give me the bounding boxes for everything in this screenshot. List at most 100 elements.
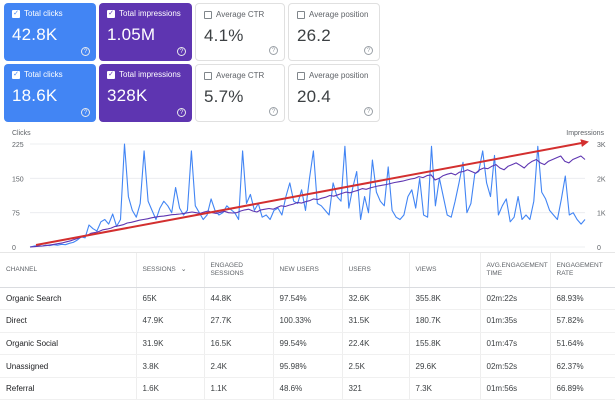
table-cell: 3.8K xyxy=(136,354,205,378)
table-cell: Organic Search xyxy=(0,287,137,311)
total-clicks-card[interactable]: ✓ Total clicks 18.6K ? xyxy=(4,64,96,122)
table-cell: 51.64% xyxy=(550,332,615,356)
average-position-card[interactable]: Average position 26.2 ? xyxy=(288,3,380,61)
total-impressions-card[interactable]: ✓ Total impressions 1.05M ? xyxy=(99,3,192,61)
card-value: 1.05M xyxy=(107,25,156,44)
average-ctr-card[interactable]: Average CTR 4.1% ? xyxy=(195,3,285,61)
table-cell: 16.5K xyxy=(204,332,274,356)
total-impressions-card[interactable]: ✓ Total impressions 328K ? xyxy=(99,64,192,122)
card-label: Total clicks xyxy=(24,70,63,79)
card-label: Average CTR xyxy=(216,10,265,19)
check-icon[interactable]: ✓ xyxy=(12,9,20,18)
checkbox-icon[interactable] xyxy=(297,10,305,19)
card-label: Total clicks xyxy=(24,9,63,18)
channel-table: CHANNEL SESSIONS ⌄ ENGAGED SESSIONS NEW U… xyxy=(0,252,615,400)
table-cell: Referral xyxy=(0,377,137,400)
checkbox-icon[interactable] xyxy=(204,71,212,80)
table-cell: 22.4K xyxy=(342,332,410,356)
card-value: 20.4 xyxy=(297,87,331,106)
table-header-row: CHANNEL SESSIONS ⌄ ENGAGED SESSIONS NEW U… xyxy=(0,253,615,288)
impressions-series-line xyxy=(29,155,586,248)
table-cell: 321 xyxy=(342,377,410,400)
question-circle-icon[interactable]: ? xyxy=(269,107,278,116)
card-value: 42.8K xyxy=(12,25,58,44)
table-row[interactable]: Referral 1.6K 1.1K 48.6% 321 7.3K 01m:56… xyxy=(0,377,615,400)
left-tick-label: 225 xyxy=(12,142,24,149)
table-cell: Unassigned xyxy=(0,354,137,378)
column-header-engaged-sessions[interactable]: ENGAGED SESSIONS xyxy=(204,253,274,288)
table-cell: 7.3K xyxy=(409,377,481,400)
table-row[interactable]: Direct 47.9K 27.7K 100.33% 31.5K 180.7K … xyxy=(0,309,615,333)
card-label: Total impressions xyxy=(119,9,181,18)
column-header-views[interactable]: VIEWS xyxy=(409,253,481,288)
question-circle-icon[interactable]: ? xyxy=(81,47,90,56)
card-value: 18.6K xyxy=(12,86,58,105)
table-row[interactable]: Unassigned 3.8K 2.4K 95.98% 2.5K 29.6K 0… xyxy=(0,354,615,378)
table-row[interactable]: Organic Search 65K 44.8K 97.54% 32.6K 35… xyxy=(0,287,615,311)
table-cell: 32.6K xyxy=(342,287,410,311)
table-cell: 02m:22s xyxy=(480,287,551,311)
left-tick-label: 75 xyxy=(12,211,20,218)
card-value: 328K xyxy=(107,86,148,105)
card-label: Total impressions xyxy=(119,70,181,79)
left-tick-label: 150 xyxy=(12,176,24,183)
check-icon[interactable]: ✓ xyxy=(12,70,20,79)
card-value: 26.2 xyxy=(297,26,331,45)
column-header-engagement-rate[interactable]: ENGAGEMENT RATE xyxy=(550,253,615,288)
table-cell: 29.6K xyxy=(409,354,481,378)
table-cell: 2.4K xyxy=(204,354,274,378)
question-circle-icon[interactable]: ? xyxy=(269,46,278,55)
table-cell: 99.54% xyxy=(273,332,343,356)
table-cell: 180.7K xyxy=(409,309,481,333)
table-cell: 95.98% xyxy=(273,354,343,378)
total-clicks-card[interactable]: ✓ Total clicks 42.8K ? xyxy=(4,3,96,61)
question-circle-icon[interactable]: ? xyxy=(177,108,186,117)
check-icon[interactable]: ✓ xyxy=(107,9,115,18)
check-icon[interactable]: ✓ xyxy=(107,70,115,79)
performance-chart-svg: Clicks Impressions 225 3K 150 2K 75 1K 0 0 xyxy=(12,130,606,252)
table-cell: 01m:56s xyxy=(480,377,551,400)
card-label: Average position xyxy=(309,71,369,80)
column-header-sessions[interactable]: SESSIONS ⌄ xyxy=(136,253,205,288)
table-cell: 62.37% xyxy=(550,354,615,378)
table-cell: 65K xyxy=(136,287,205,311)
right-tick-label: 1K xyxy=(597,211,606,218)
average-position-card[interactable]: Average position 20.4 ? xyxy=(288,64,380,122)
performance-chart: Clicks Impressions 225 3K 150 2K 75 1K 0 0 xyxy=(0,126,615,252)
table-cell: 66.89% xyxy=(550,377,615,400)
left-tick-label: 0 xyxy=(12,245,16,252)
checkbox-icon[interactable] xyxy=(297,71,305,80)
question-circle-icon[interactable]: ? xyxy=(364,107,373,116)
table-cell: 44.8K xyxy=(204,287,274,311)
table-row[interactable]: Organic Social 31.9K 16.5K 99.54% 22.4K … xyxy=(0,332,615,356)
card-label: Average CTR xyxy=(216,71,265,80)
column-header-channel[interactable]: CHANNEL xyxy=(0,253,137,288)
card-value: 5.7% xyxy=(204,87,244,106)
right-axis-label: Impressions xyxy=(566,130,604,137)
table-cell: Organic Social xyxy=(0,332,137,356)
table-cell: 48.6% xyxy=(273,377,343,400)
column-header-users[interactable]: USERS xyxy=(342,253,410,288)
card-label: Average position xyxy=(309,10,369,19)
table-cell: 1.6K xyxy=(136,377,205,400)
question-circle-icon[interactable]: ? xyxy=(177,47,186,56)
table-cell: Direct xyxy=(0,309,137,333)
column-header-avg-engagement-time[interactable]: AVG.ENGAGEMENT TIME xyxy=(480,253,551,288)
card-value: 4.1% xyxy=(204,26,244,45)
column-header-new-users[interactable]: NEW USERS xyxy=(273,253,343,288)
table-cell: 100.33% xyxy=(273,309,343,333)
checkbox-icon[interactable] xyxy=(204,10,212,19)
table-cell: 02m:52s xyxy=(480,354,551,378)
question-circle-icon[interactable]: ? xyxy=(364,46,373,55)
left-axis-label: Clicks xyxy=(12,130,31,137)
table-cell: 01m:35s xyxy=(480,309,551,333)
trend-arrow xyxy=(35,139,589,246)
sort-down-icon[interactable]: ⌄ xyxy=(180,265,187,273)
table-cell: 97.54% xyxy=(273,287,343,311)
right-tick-label: 3K xyxy=(597,142,606,149)
average-ctr-card[interactable]: Average CTR 5.7% ? xyxy=(195,64,285,122)
question-circle-icon[interactable]: ? xyxy=(81,108,90,117)
table-cell: 2.5K xyxy=(342,354,410,378)
right-tick-label: 0 xyxy=(597,245,601,252)
table-cell: 47.9K xyxy=(136,309,205,333)
